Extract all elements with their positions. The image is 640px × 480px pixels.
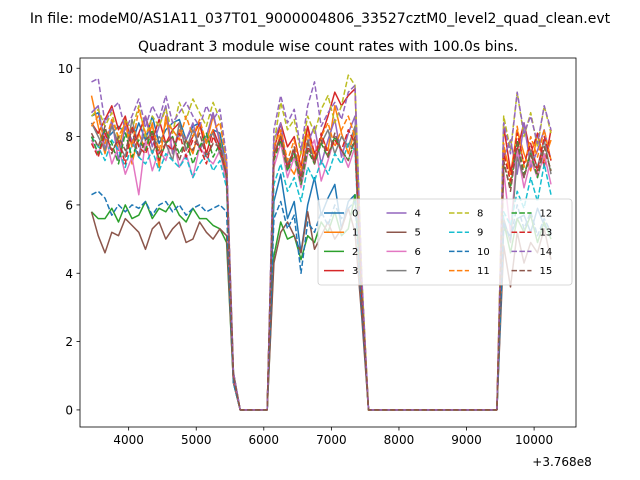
x-axis-offset-label: +3.768e8 [532, 455, 591, 469]
legend-label-2: 2 [352, 247, 358, 258]
x-axis: 4000 5000 6000 7000 8000 9000 10000 [113, 427, 553, 447]
legend-label-1: 1 [352, 228, 358, 239]
y-tick-label: 4 [65, 267, 73, 281]
x-tick-label: 4000 [113, 433, 144, 447]
legend-label-12: 12 [540, 209, 553, 220]
legend-label-6: 6 [415, 247, 421, 258]
x-tick-label: 5000 [181, 433, 212, 447]
axes-frame [79, 57, 577, 428]
legend-label-7: 7 [415, 266, 421, 277]
y-tick-label: 2 [65, 335, 73, 349]
y-tick-label: 10 [58, 62, 73, 76]
legend-label-10: 10 [477, 247, 490, 258]
legend-label-15: 15 [540, 266, 553, 277]
x-tick-label: 9000 [451, 433, 482, 447]
x-tick-label: 6000 [249, 433, 280, 447]
legend-label-3: 3 [352, 266, 358, 277]
legend-box [317, 198, 573, 286]
legend-label-4: 4 [415, 209, 421, 220]
legend-label-8: 8 [477, 209, 483, 220]
x-tick-label: 8000 [384, 433, 415, 447]
legend-label-11: 11 [477, 266, 490, 277]
y-tick-label: 6 [65, 198, 73, 212]
figure-suptitle: In file: modeM0/AS1A11_037T01_9000004806… [30, 11, 611, 27]
chart-title: Quadrant 3 module wise count rates with … [138, 39, 518, 55]
series-line-15 [90, 125, 552, 411]
x-tick-label: 10000 [515, 433, 553, 447]
y-axis: 0 2 4 6 8 10 [58, 62, 80, 417]
series-line-14 [91, 77, 552, 411]
y-tick-label: 0 [65, 403, 73, 417]
legend-label-5: 5 [415, 228, 421, 239]
legend-label-14: 14 [540, 247, 553, 258]
legend-label-13: 13 [540, 228, 553, 239]
legend-label-0: 0 [352, 209, 358, 220]
legend-label-9: 9 [477, 228, 483, 239]
x-tick-label: 7000 [316, 433, 347, 447]
y-tick-label: 8 [65, 130, 73, 144]
